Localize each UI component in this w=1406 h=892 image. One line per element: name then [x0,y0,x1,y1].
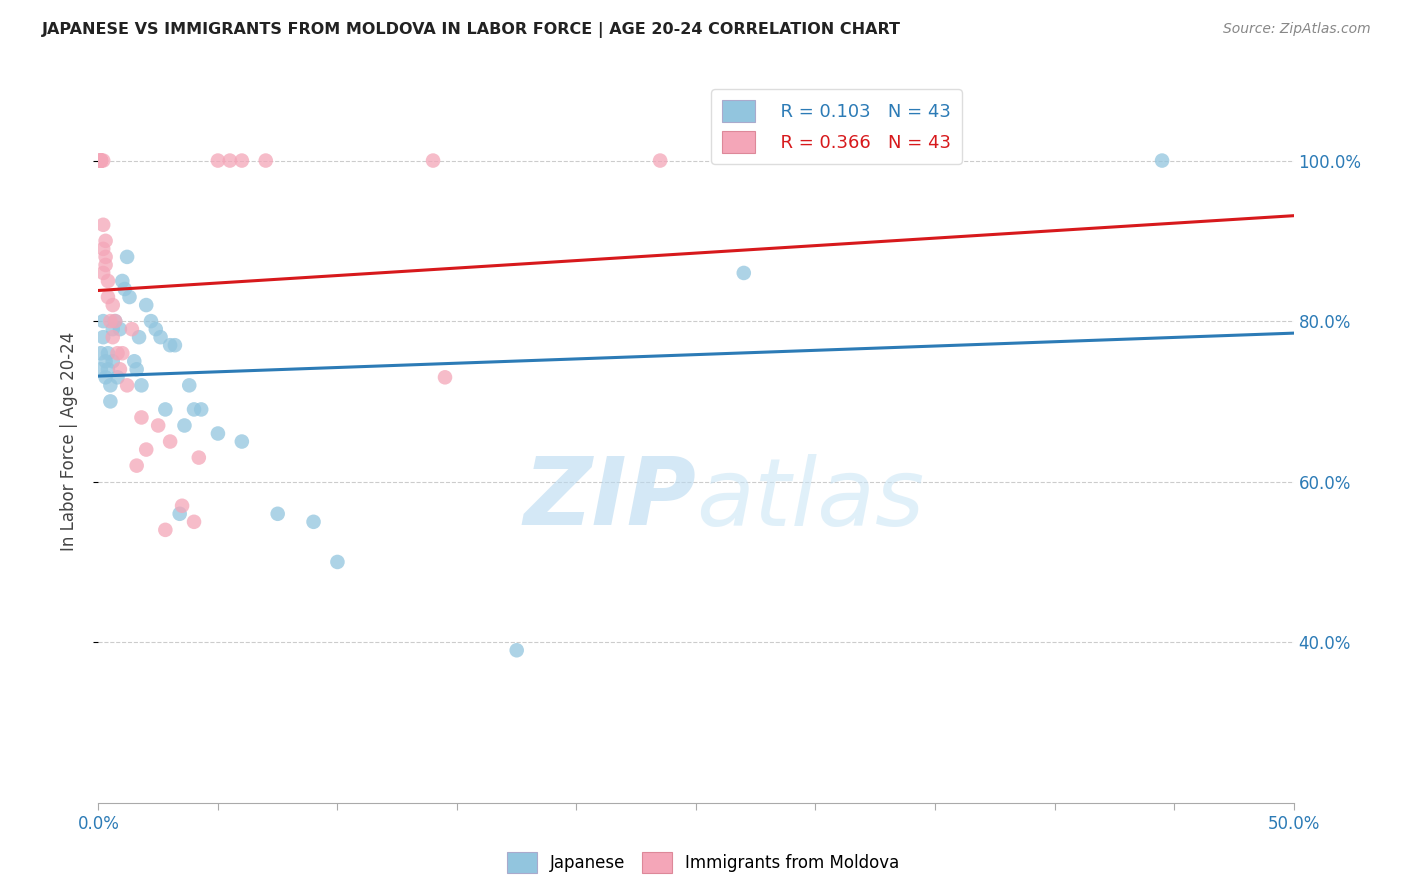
Point [115,250,138,264]
Point [267,507,290,521]
Point [91,218,114,232]
Point [302,515,325,529]
Point [179,378,201,392]
Point [135,442,157,457]
Point [118,290,141,304]
Point [231,153,253,168]
Point [91,242,114,256]
Point [91,330,114,344]
Point [91,266,114,280]
Point [115,378,138,392]
Point [155,402,177,417]
Point [101,354,124,368]
Point [91,314,114,328]
Point [506,643,529,657]
Y-axis label: In Labor Force | Age 20-24: In Labor Force | Age 20-24 [59,332,77,551]
Point [104,314,127,328]
Point [101,298,124,312]
Point [131,378,153,392]
Point [97,346,120,360]
Point [90,153,112,168]
Point [90,153,112,168]
Point [98,394,122,409]
Point [108,362,131,376]
Point [124,354,146,368]
Text: Source: ZipAtlas.com: Source: ZipAtlas.com [1223,22,1371,37]
Point [121,322,143,336]
Point [91,153,114,168]
Point [148,418,170,433]
Point [135,298,157,312]
Point [94,354,117,368]
Point [159,338,181,352]
Point [219,153,242,168]
Point [183,402,205,417]
Point [190,402,212,417]
Text: atlas: atlas [696,454,924,545]
Point [114,282,136,296]
Point [207,153,229,168]
Point [434,370,457,384]
Point [94,250,117,264]
Point [98,378,122,392]
Point [98,314,122,328]
Point [90,153,112,168]
Point [97,274,120,288]
Point [101,330,124,344]
Point [125,458,148,473]
Text: ZIP: ZIP [523,453,696,545]
Point [90,153,112,168]
Point [90,153,112,168]
Point [97,290,120,304]
Point [422,153,444,168]
Point [163,338,186,352]
Point [94,258,117,272]
Point [173,418,195,433]
Point [94,370,117,384]
Point [128,330,150,344]
Point [90,153,112,168]
Point [169,507,191,521]
Point [159,434,181,449]
Point [172,499,194,513]
Point [94,234,117,248]
Point [187,450,209,465]
Point [1152,153,1174,168]
Point [90,346,112,360]
Point [90,362,112,376]
Point [101,322,124,336]
Point [207,426,229,441]
Legend:   R = 0.103   N = 43,   R = 0.366   N = 43: R = 0.103 N = 43, R = 0.366 N = 43 [711,89,962,164]
Point [125,362,148,376]
Point [108,322,131,336]
Point [107,370,129,384]
Text: JAPANESE VS IMMIGRANTS FROM MOLDOVA IN LABOR FORCE | AGE 20-24 CORRELATION CHART: JAPANESE VS IMMIGRANTS FROM MOLDOVA IN L… [42,22,901,38]
Point [183,515,205,529]
Point [139,314,162,328]
Point [131,410,153,425]
Point [254,153,277,168]
Point [111,274,134,288]
Point [231,434,253,449]
Point [90,153,112,168]
Point [111,346,134,360]
Legend: Japanese, Immigrants from Moldova: Japanese, Immigrants from Moldova [501,846,905,880]
Point [733,266,755,280]
Point [107,346,129,360]
Point [149,330,172,344]
Point [97,362,120,376]
Point [90,153,112,168]
Point [104,314,127,328]
Point [155,523,177,537]
Point [145,322,167,336]
Point [648,153,672,168]
Point [90,153,112,168]
Point [326,555,349,569]
